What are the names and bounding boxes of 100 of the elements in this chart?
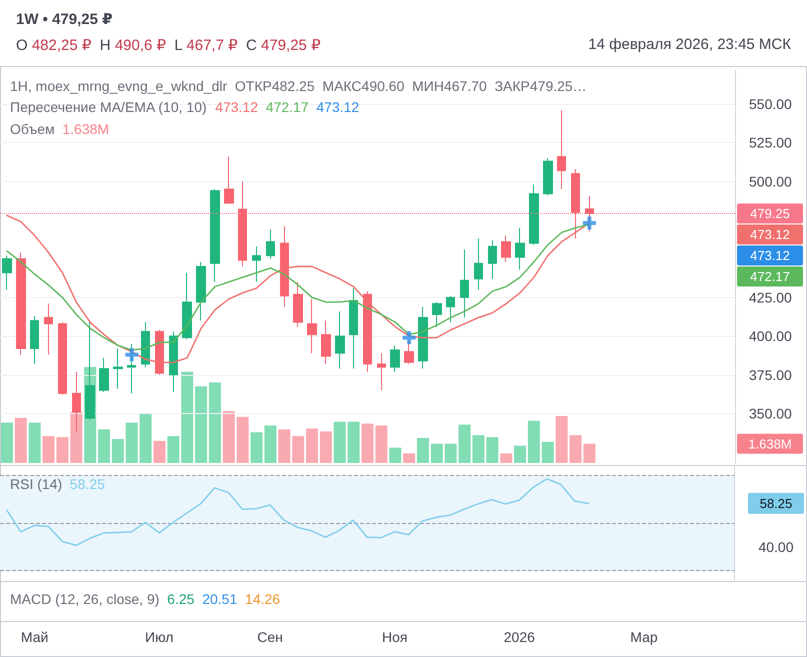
text: O 482,25 ₽ H 490,6 ₽ L 467,7 ₽ C 479,25 ₽ [16,37,321,54]
candlestick [501,235,511,262]
point [125,348,138,362]
text: 472.17 [750,269,790,284]
bar [472,435,484,463]
candlestick [321,320,331,364]
bar [264,426,276,463]
text: 14 февраля 2026, 23:45 МСК [588,36,791,53]
candlestick [529,184,539,246]
candlestick [169,330,178,392]
candlestick [266,228,275,260]
ref-line-label: 479.25 [750,206,790,222]
candlestick [446,295,455,323]
x-tick-label: 2026 [504,629,536,645]
candlestick [210,188,220,282]
candlestick [141,322,150,368]
y-tick-label: 550.00 [749,96,792,112]
bar [42,436,55,463]
line-series [6,478,590,546]
x-tick-label: Май [20,629,48,645]
bar [0,422,13,463]
candlestick [2,255,12,290]
candlestick [280,226,289,308]
candlestick [557,110,566,190]
text: 473.12 [750,248,790,264]
annotation: 473.12 [316,99,360,115]
candlestick [113,348,123,390]
bar [570,435,582,463]
bar [486,437,498,463]
y-tick-label: 500.00 [749,173,792,190]
bar [403,453,416,463]
text: RSI (14) [10,476,62,492]
candlestick [307,298,317,354]
x-tick-label: Сен [257,629,283,645]
candlestick [474,238,483,290]
bar [98,429,110,463]
x-tick-label: Ноя [382,629,408,645]
annotation: Пересечение MA/EMA (10, 10) [10,99,207,115]
chart-title: Объем [10,121,55,137]
x-tick-label: Мар [630,629,658,645]
bar [556,416,568,463]
y-tick-label: 375.00 [749,366,792,383]
bar [416,438,429,463]
x-tick-label: Июл [145,629,174,645]
point [582,216,596,230]
candlestick [196,261,206,322]
annotation: 472.17 [266,99,309,115]
candlestick [335,310,345,370]
y-tick-label: 425.00 [749,289,792,306]
candlestick [58,322,67,396]
bar [542,442,554,463]
candlestick [460,248,469,318]
text: 1.638M [62,121,110,137]
bar [583,444,596,463]
bar [56,437,68,463]
y-tick-label: 525.00 [749,134,792,151]
candlestick [293,281,303,328]
annotation: 473.12 [215,99,258,115]
candlestick [16,252,26,356]
candlestick [488,240,497,280]
candlestick [418,306,428,370]
bar [250,432,263,463]
y-tick-label: 400.00 [749,328,792,344]
bar [500,453,512,463]
candlestick [30,316,39,364]
text: MACD (12, 26, close, 9) [10,591,160,607]
bar [28,422,41,463]
bar [153,440,166,463]
y-tick-label: 40.00 [758,538,794,555]
text: 6.25 [166,591,194,607]
bar [14,418,27,463]
annotation: 1H, moex_mrng_evng_e_wknd_dlr ОТКР482.25 МАКС490.60 МИН467.70 ЗАКР479.25… [10,78,587,94]
bar [306,428,318,463]
bar [140,413,152,463]
candlestick [44,303,53,356]
text: 20.51 [201,591,238,607]
chart-title: 1W • 479,25 ₽ [16,10,113,28]
bar [375,426,388,463]
candlestick [432,302,442,328]
candlestick [543,158,553,196]
text: 14.26 [244,591,280,607]
bar [362,424,374,463]
annotation: 58.25 [70,476,106,492]
bar [528,420,540,463]
y-tick-label: 58.25 [760,496,792,511]
bar [458,424,471,463]
candlestick [515,227,525,270]
bar [389,448,402,463]
bar [208,382,221,463]
y-tick-label: 350.00 [749,405,792,422]
candlestick [238,180,247,267]
bar [514,446,526,463]
candlestick [182,272,192,340]
candlestick [349,288,358,370]
candlestick [252,246,261,282]
candlestick [390,344,400,372]
text: 473.12 [750,227,790,242]
candlestick [99,357,109,392]
bar [70,412,82,463]
point [402,331,416,344]
